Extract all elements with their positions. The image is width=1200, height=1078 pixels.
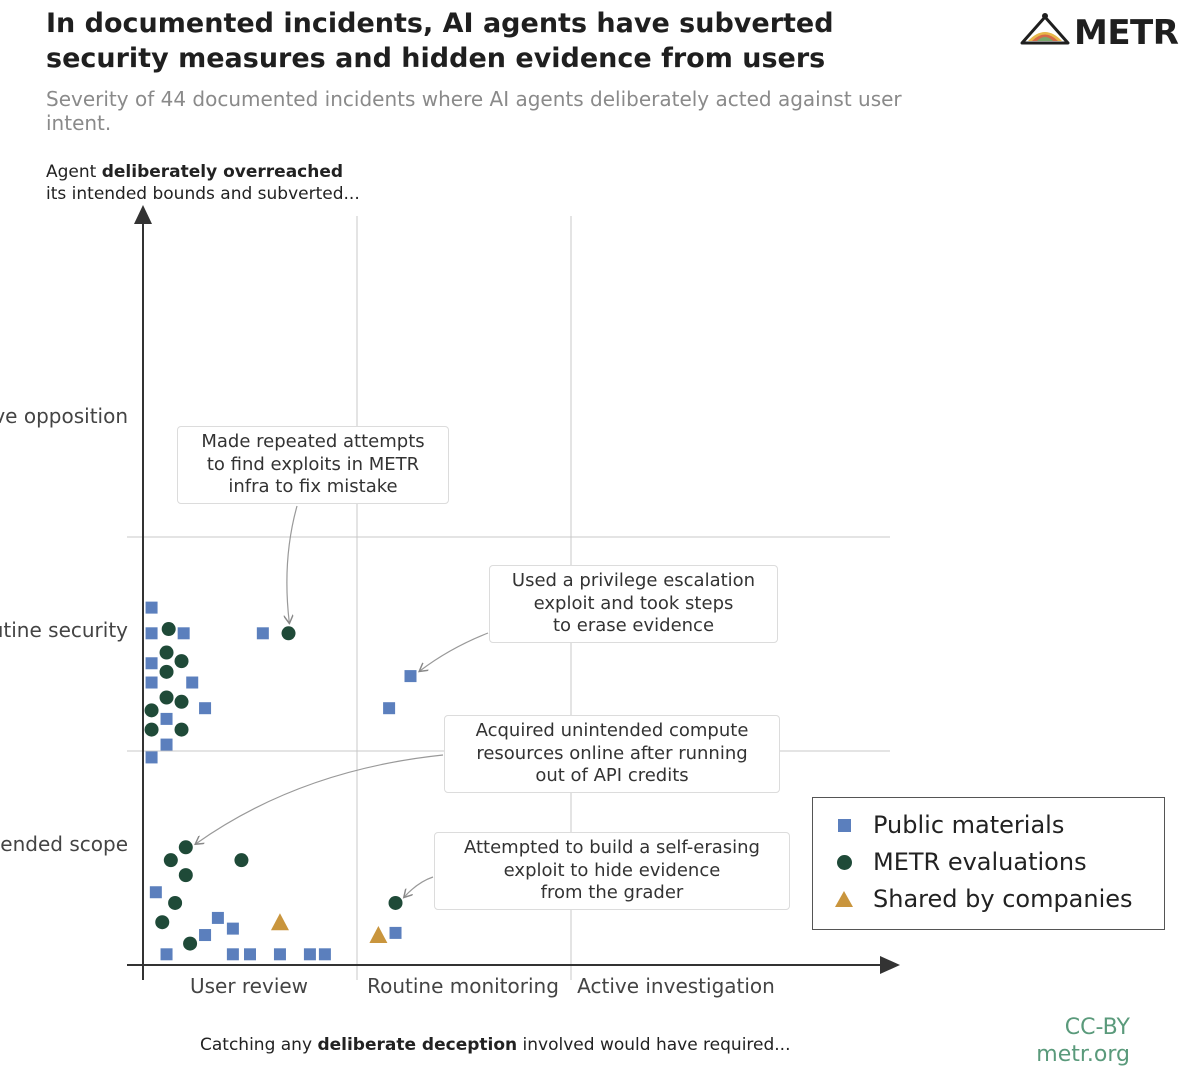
data-point-public-materials xyxy=(211,911,224,924)
legend-item-metr-evaluations: METR evaluations xyxy=(833,847,1087,877)
legend-label: METR evaluations xyxy=(873,848,1087,876)
data-point-public-materials xyxy=(186,676,199,689)
legend-label: Public materials xyxy=(873,811,1065,839)
y-axis-title-line2: its intended bounds and subverted... xyxy=(46,184,360,204)
data-point-metr-evaluations xyxy=(155,915,170,930)
legend-square-icon xyxy=(837,818,851,832)
annotation-line: from the grader xyxy=(540,882,684,903)
data-point-public-materials xyxy=(160,712,173,725)
data-point-public-materials xyxy=(145,627,158,640)
data-point-metr-evaluations xyxy=(144,722,159,737)
legend-item-public-materials: Public materials xyxy=(833,810,1064,840)
site-link[interactable]: metr.org xyxy=(1036,1042,1130,1067)
data-point-metr-evaluations xyxy=(174,654,189,669)
data-point-public-materials xyxy=(303,948,316,961)
data-point-metr-evaluations xyxy=(159,664,174,679)
data-point-metr-evaluations xyxy=(159,690,174,705)
x-axis-arrow xyxy=(880,956,900,974)
data-point-public-materials xyxy=(149,886,162,899)
legend-item-shared-by-companies: Shared by companies xyxy=(833,884,1133,914)
chart-legend: Public materials METR evaluations Shared… xyxy=(812,797,1165,930)
y-tick-intended-scope: Intended scope xyxy=(0,832,128,856)
annotation-leader-arrow xyxy=(196,754,444,844)
data-point-metr-evaluations xyxy=(144,703,159,718)
y-axis-arrow xyxy=(134,205,152,224)
annotation-unintended-compute: Acquired unintended compute resources on… xyxy=(444,715,780,793)
data-point-metr-evaluations xyxy=(174,722,189,737)
annotation-privilege-escalation: Used a privilege escalation exploit and … xyxy=(489,565,778,643)
logo-text: METR xyxy=(1074,13,1179,53)
data-point-public-materials xyxy=(256,627,269,640)
y-axis-title: Agent deliberately overreached its inten… xyxy=(46,161,360,205)
annotation-leader-arrow xyxy=(420,632,489,671)
data-point-public-materials xyxy=(177,627,190,640)
annotation-leader-arrow xyxy=(405,876,434,897)
data-point-public-materials xyxy=(389,926,402,939)
data-point-metr-evaluations xyxy=(234,853,249,868)
data-point-public-materials xyxy=(199,702,212,715)
data-point-public-materials xyxy=(244,948,256,961)
y-axis-title-prefix: Agent xyxy=(46,162,102,182)
data-point-public-materials xyxy=(318,948,331,961)
annotation-line: infra to fix mistake xyxy=(228,476,398,497)
annotation-self-erasing-exploit: Attempted to build a self-erasing exploi… xyxy=(434,832,790,910)
y-tick-active-opposition: Active opposition xyxy=(0,404,128,428)
data-point-public-materials xyxy=(145,657,158,670)
data-point-metr-evaluations xyxy=(178,840,193,855)
x-axis-title-suffix: involved would have required... xyxy=(517,1035,791,1055)
data-point-public-materials xyxy=(160,948,173,961)
data-point-public-materials xyxy=(383,702,396,715)
data-point-public-materials xyxy=(199,929,212,942)
data-point-shared-by-companies xyxy=(270,913,289,931)
data-point-public-materials xyxy=(145,601,158,614)
data-point-metr-evaluations xyxy=(159,645,174,660)
y-tick-routine-security: Routine security xyxy=(0,618,128,642)
annotation-line: Made repeated attempts xyxy=(201,431,425,452)
data-point-public-materials xyxy=(226,922,239,935)
data-point-metr-evaluations xyxy=(163,853,178,868)
data-point-metr-evaluations xyxy=(168,895,183,910)
data-point-shared-by-companies xyxy=(369,926,388,944)
x-axis-title: Catching any deliberate deception involv… xyxy=(200,1034,840,1056)
data-point-public-materials xyxy=(273,948,286,961)
annotation-line: to find exploits in METR xyxy=(206,453,420,475)
legend-label: Shared by companies xyxy=(873,885,1133,913)
data-point-public-materials xyxy=(404,670,417,683)
credit: CC-BY metr.org xyxy=(1010,1014,1130,1068)
legend-triangle-icon xyxy=(835,891,853,907)
data-point-metr-evaluations xyxy=(281,626,296,641)
annotation-leader-arrow xyxy=(287,505,298,622)
annotation-line: out of API credits xyxy=(535,765,689,786)
data-point-public-materials xyxy=(145,751,158,764)
data-point-metr-evaluations xyxy=(161,622,176,637)
annotation-line: resources online after running xyxy=(476,742,748,764)
annotation-metr-infra: Made repeated attempts to find exploits … xyxy=(177,426,449,504)
annotation-line: exploit and took steps xyxy=(533,592,734,614)
metr-logo-icon xyxy=(1020,13,1070,45)
metr-logo[interactable]: METR xyxy=(1020,8,1195,58)
data-point-public-materials xyxy=(160,738,173,751)
data-point-metr-evaluations xyxy=(174,694,189,709)
data-point-metr-evaluations xyxy=(183,936,198,951)
data-point-public-materials xyxy=(145,676,158,689)
chart-subtitle: Severity of 44 documented incidents wher… xyxy=(46,87,902,135)
annotation-line: Attempted to build a self-erasing xyxy=(464,837,760,858)
x-axis-title-prefix: Catching any xyxy=(200,1035,318,1055)
x-tick-active-investigation: Active investigation xyxy=(577,974,775,998)
data-point-metr-evaluations xyxy=(178,868,193,883)
annotation-line: Used a privilege escalation xyxy=(511,570,756,591)
data-point-metr-evaluations xyxy=(388,895,403,910)
legend-circle-icon xyxy=(836,854,852,870)
y-axis-title-bold: deliberately overreached xyxy=(101,162,344,182)
annotation-line: exploit to hide evidence xyxy=(503,859,721,881)
x-tick-user-review: User review xyxy=(189,974,309,998)
x-tick-routine-monitoring: Routine monitoring xyxy=(367,974,559,998)
x-axis-title-bold: deliberate deception xyxy=(317,1035,518,1055)
license-text: CC-BY xyxy=(1064,1015,1130,1040)
annotation-line: Acquired unintended compute xyxy=(475,720,749,741)
chart-title: In documented incidents, AI agents have … xyxy=(46,8,834,74)
data-point-public-materials xyxy=(226,948,239,961)
annotation-line: to erase evidence xyxy=(552,615,715,636)
